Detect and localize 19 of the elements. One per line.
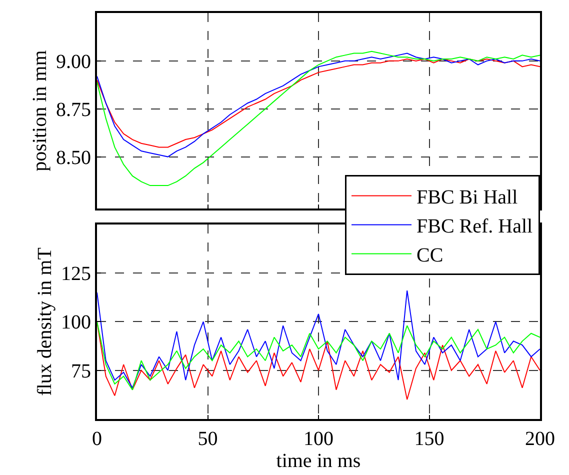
x-tick-label: 150 <box>414 428 444 450</box>
x-tick-label: 200 <box>525 428 555 450</box>
legend-label: FBC Bi Hall <box>416 186 518 209</box>
y-tick-label: 8.50 <box>56 146 91 169</box>
y-tick-label: 8.75 <box>56 98 91 121</box>
y-axis-title: position in mm <box>29 50 51 172</box>
y-tick-label: 9.00 <box>56 50 91 73</box>
legend-label: FBC Ref. Hall <box>416 216 534 238</box>
y-tick-label: 75 <box>71 360 91 382</box>
y-axis-title: flux density in mT <box>34 248 56 396</box>
legend-label: CC <box>416 244 444 267</box>
line-series <box>97 50 540 186</box>
line-series <box>97 290 540 388</box>
y-tick-label: 125 <box>61 263 91 286</box>
x-axis-title: time in ms <box>276 450 361 472</box>
x-tick-label: 0 <box>92 428 102 450</box>
x-tick-label: 100 <box>304 428 334 450</box>
y-tick-label: 100 <box>61 312 91 334</box>
x-tick-label: 50 <box>198 428 218 450</box>
